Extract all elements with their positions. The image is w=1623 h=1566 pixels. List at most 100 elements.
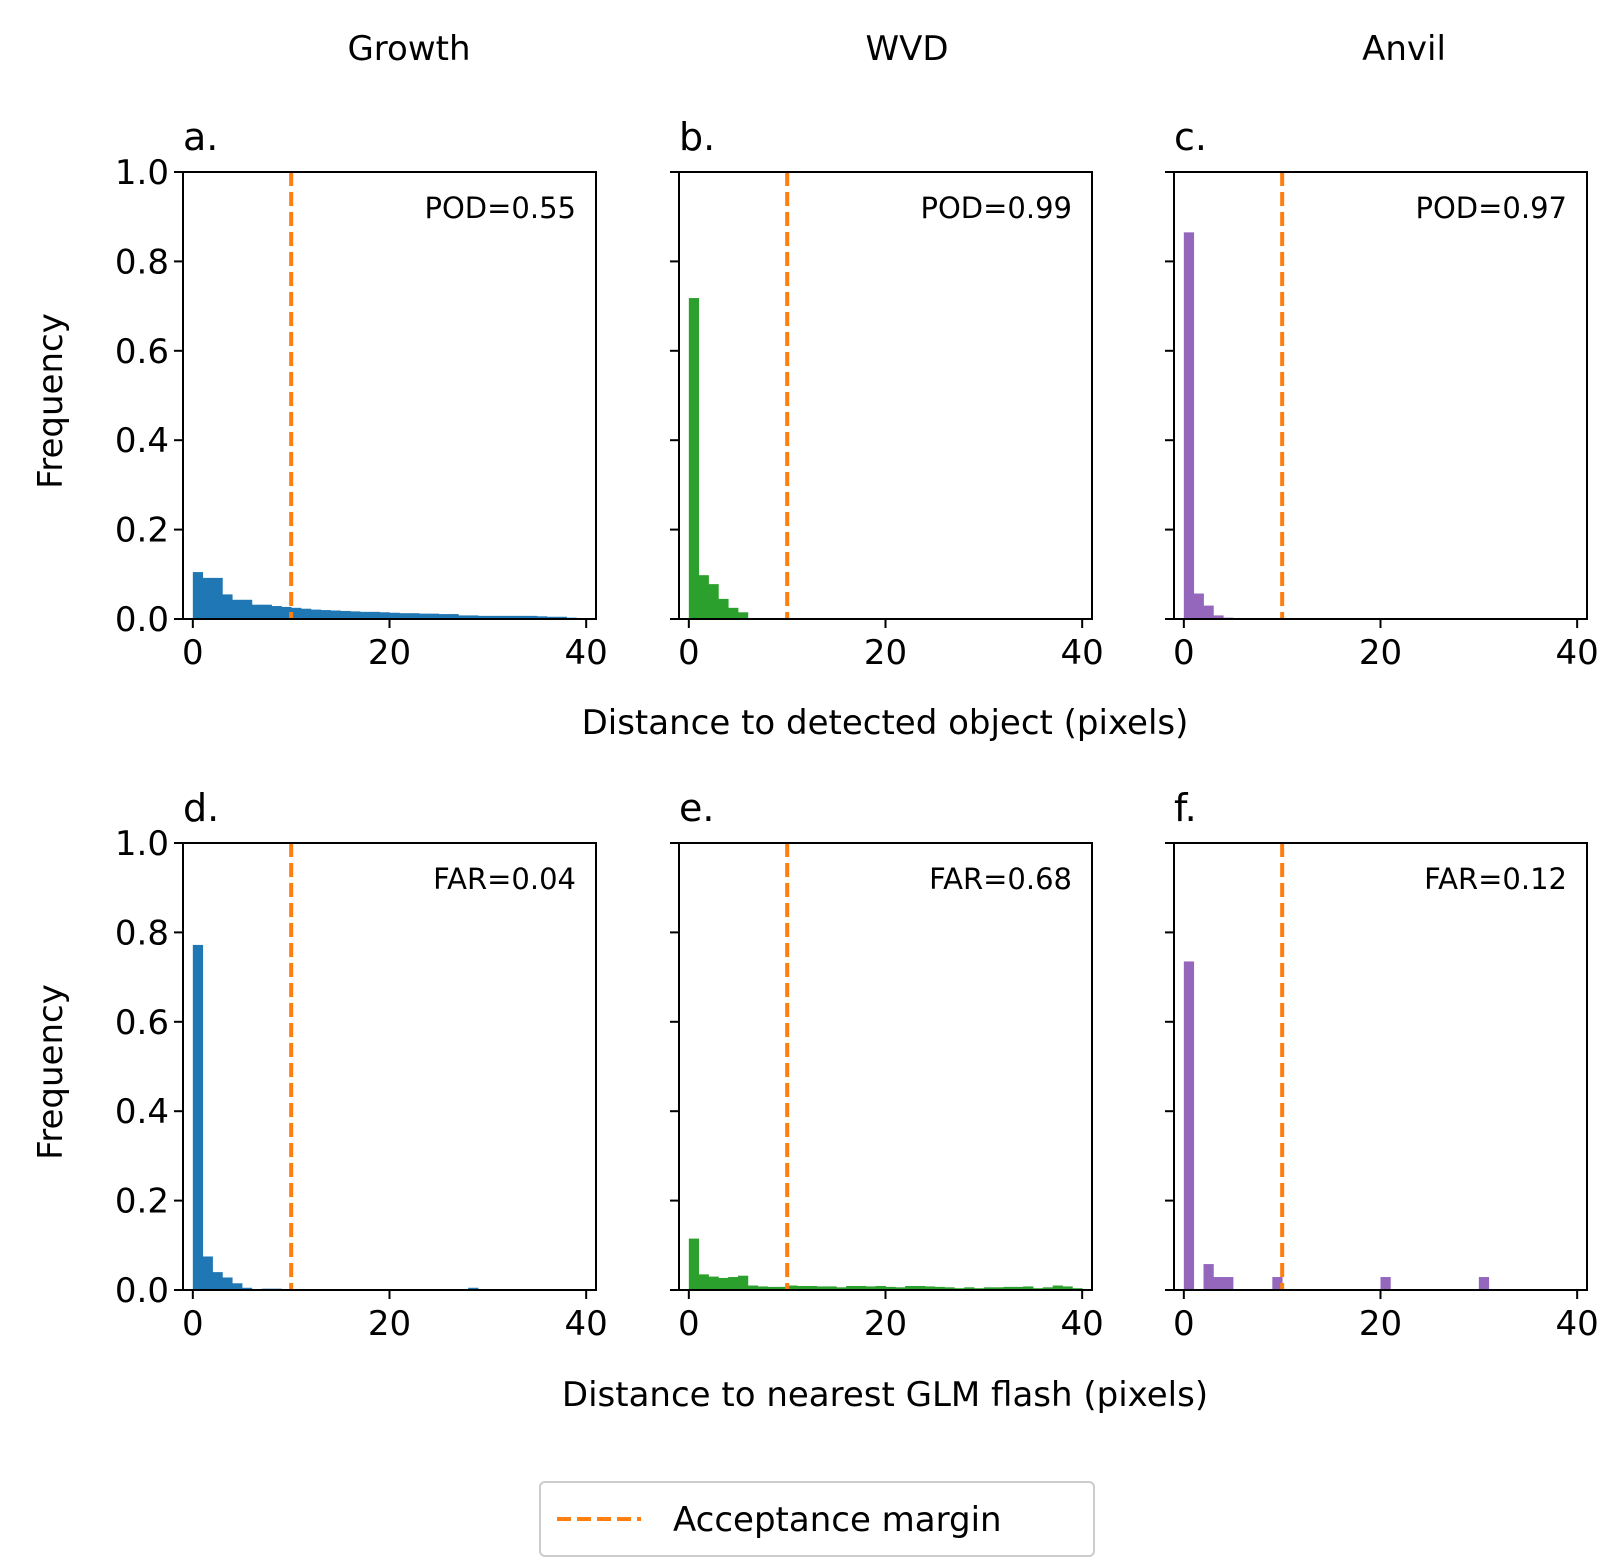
histogram-bar: [688, 298, 700, 619]
histogram-bar: [797, 1285, 808, 1290]
y-tick-label: 0.0: [115, 1271, 169, 1311]
histogram-bar: [458, 615, 469, 619]
histogram-bar: [1052, 1285, 1063, 1290]
y-tick-label: 0.8: [115, 913, 169, 953]
histogram-bar: [212, 577, 223, 619]
x-tick-label: 20: [368, 1304, 411, 1344]
histogram-bar: [915, 1285, 926, 1290]
histogram-bar: [1272, 1277, 1283, 1290]
histogram-bar: [487, 615, 499, 619]
x-tick-label: 40: [1556, 633, 1599, 673]
y-tick-label: 0.6: [115, 332, 169, 372]
stat-annotation: FAR=0.12: [1424, 862, 1567, 896]
histogram-bar: [232, 599, 243, 619]
histogram-bar: [885, 1286, 896, 1290]
axes-frame: [678, 842, 1093, 1291]
histogram-bar: [1013, 1286, 1024, 1290]
histogram-bar: [924, 1286, 936, 1290]
histogram-bar: [242, 1287, 253, 1290]
histogram-bar: [202, 577, 213, 619]
legend-label: Acceptance margin: [673, 1500, 1002, 1540]
histogram-bar: [993, 1287, 1004, 1290]
histogram-bar: [1183, 232, 1195, 619]
column-title-anvil: Anvil: [1362, 29, 1446, 69]
histogram-bar: [468, 1287, 479, 1290]
histogram-bar: [507, 615, 518, 619]
axes-frame: [182, 171, 597, 620]
histogram-bar: [1023, 1286, 1034, 1290]
histogram-bar: [708, 1276, 719, 1290]
stat-annotation: FAR=0.68: [929, 862, 1072, 896]
histogram-bar: [340, 610, 351, 619]
histogram-bar: [202, 1256, 213, 1290]
panel-anvil-row1: 0 20 40 c. POD=0.97: [1165, 115, 1599, 673]
x-tick-label: 40: [1061, 1304, 1104, 1344]
x-tick-label: 0: [1173, 633, 1195, 673]
histogram-bar: [527, 615, 538, 619]
histogram-bar: [944, 1287, 955, 1290]
histogram-bar: [826, 1286, 837, 1290]
y-tick-label: 0.4: [115, 421, 169, 461]
axes-frame: [1173, 842, 1588, 1291]
histogram-bar: [330, 610, 341, 619]
y-tick-label: 0.6: [115, 1003, 169, 1043]
histogram-bar: [738, 612, 749, 619]
histogram-bar: [360, 611, 371, 619]
row1-xlabel: Distance to detected object (pixels): [582, 703, 1189, 743]
panel-letter: d.: [183, 786, 219, 830]
axes-frame: [678, 171, 1093, 620]
histogram-bar: [856, 1285, 867, 1290]
histogram-bar: [428, 613, 440, 619]
histogram-bar: [836, 1287, 847, 1290]
histogram-bar: [1478, 1277, 1490, 1290]
histogram-bar: [1183, 961, 1195, 1290]
histogram-bar: [865, 1286, 877, 1290]
histogram-bar: [1380, 1277, 1391, 1290]
y-tick-label: 0.2: [115, 511, 169, 551]
histogram-bar: [478, 615, 489, 619]
row2-ylabel: Frequency: [31, 984, 71, 1160]
histogram-bar: [1213, 1277, 1224, 1290]
panel-anvil-row2: 0 20 40 f. FAR=0.12: [1165, 786, 1599, 1344]
panel-letter: f.: [1174, 786, 1197, 830]
x-tick-label: 20: [1359, 633, 1402, 673]
x-tick-label: 40: [565, 1304, 608, 1344]
x-tick-label: 0: [182, 633, 204, 673]
stat-annotation: POD=0.55: [424, 191, 576, 225]
histogram-bar: [419, 613, 430, 619]
histogram-bar: [517, 615, 528, 619]
histogram-bar: [379, 612, 390, 619]
histogram-bar: [688, 1238, 700, 1290]
panel-letter: e.: [679, 786, 714, 830]
stat-annotation: POD=0.97: [1415, 191, 1567, 225]
histogram-bar: [698, 575, 709, 619]
panel-letter: a.: [183, 115, 218, 159]
y-tick-label: 0.8: [115, 242, 169, 282]
x-tick-label: 40: [1556, 1304, 1599, 1344]
histogram-bar: [934, 1286, 945, 1290]
histogram-bar: [389, 612, 400, 619]
stat-annotation: POD=0.99: [920, 191, 1072, 225]
histogram-bar: [747, 1285, 759, 1290]
histogram-bar: [728, 1277, 739, 1290]
histogram-bar: [964, 1287, 975, 1290]
histogram-bar: [875, 1285, 886, 1290]
histogram-bar: [905, 1285, 916, 1290]
histogram-bar: [320, 610, 331, 619]
histogram-bar: [222, 1277, 233, 1290]
column-title-wvd: WVD: [865, 29, 948, 69]
histogram-bar: [448, 614, 459, 619]
y-tick-label: 0.0: [115, 600, 169, 640]
row1-ylabel: Frequency: [31, 313, 71, 489]
histogram-bar: [261, 604, 272, 619]
histogram-bar: [846, 1285, 857, 1290]
panels: 0 20 40 0.0 0.2 0.4 0.6 0.8 1.0 a. POD=0.55 0 20 40 b.…: [115, 115, 1599, 1344]
panel-letter: c.: [1174, 115, 1207, 159]
y-tick-label: 0.2: [115, 1182, 169, 1222]
x-tick-label: 40: [1061, 633, 1104, 673]
histogram-bar: [546, 616, 558, 619]
panel-wvd-row2: 0 20 40 e. FAR=0.68: [670, 786, 1104, 1344]
histogram-bar: [787, 1285, 798, 1290]
legend: Acceptance margin: [539, 1481, 1095, 1557]
